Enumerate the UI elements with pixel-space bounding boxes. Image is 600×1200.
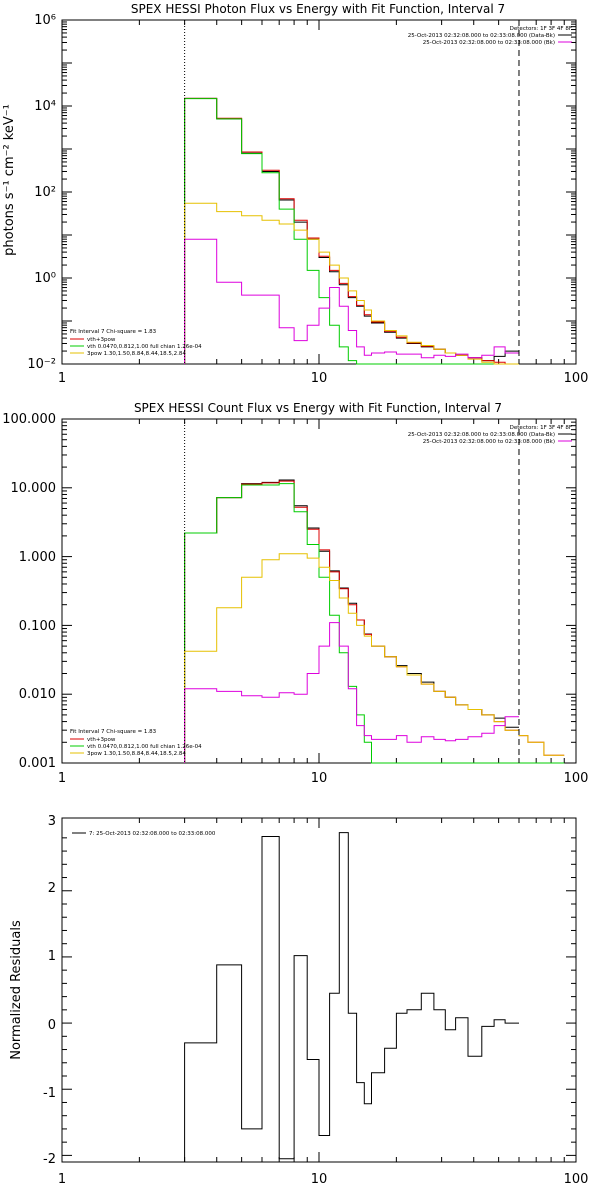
count-flux-legend-databk: 25-Oct-2013 02:32:08.000 to 02:33:08.000… [408, 432, 555, 438]
photon-flux-xtick-1: 1 [58, 371, 66, 386]
photon-flux-data-series [184, 97, 519, 364]
residuals-ylabel: Normalized Residuals [9, 920, 24, 1060]
count-flux-ytick-100.000: 100.000 [2, 412, 56, 427]
residuals-xtick-10: 10 [311, 1172, 328, 1187]
photon-flux-ytick-1e6: 10⁶ [34, 13, 56, 28]
residuals-xtick-100: 100 [564, 1172, 589, 1187]
residuals-xtick-1: 1 [58, 1172, 66, 1187]
photon-flux-ytick-1e2: 10² [34, 185, 56, 200]
photon-flux-legend-detectors: Detectors: 1F 3F 4F 8F [510, 26, 572, 32]
residuals-series [184, 832, 519, 1162]
count-flux-xtick-10: 10 [311, 771, 328, 786]
photon-flux-legend-total: vth+3pow [87, 337, 116, 343]
residuals-legend-label: 7: 25-Oct-2013 02:32:08.000 to 02:33:08.… [89, 831, 216, 837]
count-flux-xtick-1: 1 [58, 771, 66, 786]
photon-flux-thermal-series [184, 98, 519, 365]
residuals-panel: Normalized Residuals 1 10 100 -2 -1 0 1 … [9, 814, 588, 1187]
photon-flux-ytick-1e-2: 10⁻² [27, 357, 56, 372]
photon-flux-ytick-1e4: 10⁴ [34, 99, 56, 114]
count-flux-axis-ticks [61, 418, 576, 764]
photon-flux-background-series [184, 238, 519, 364]
residuals-ytick-0: 0 [48, 1018, 56, 1033]
photon-flux-legend-databk: 25-Oct-2013 02:32:08.000 to 02:33:08.000… [408, 33, 555, 39]
count-flux-legend-3pow: 3pow 1.30,1.50,8.84,8.44,18.5,2.84 [87, 751, 186, 757]
photon-flux-xtick-10: 10 [311, 371, 328, 386]
count-flux-total-model-series [184, 480, 565, 763]
photon-flux-panel: SPEX HESSI Photon Flux vs Energy with Fi… [2, 2, 588, 386]
count-flux-ytick-10.000: 10.000 [11, 481, 57, 496]
count-flux-ytick-0.010: 0.010 [19, 687, 56, 702]
count-flux-data-series [184, 479, 519, 763]
count-flux-panel: SPEX HESSI Count Flux vs Energy with Fit… [2, 401, 588, 786]
photon-flux-fit-info: Fit Interval 7 Chi-square = 1.83 [70, 329, 157, 335]
photon-flux-series [184, 97, 519, 365]
residuals-ytick-3: 3 [48, 814, 56, 829]
photon-flux-title: SPEX HESSI Photon Flux vs Energy with Fi… [131, 2, 505, 16]
count-flux-background-series [184, 622, 519, 763]
photon-flux-xtick-100: 100 [564, 371, 589, 386]
count-flux-legend-bk: 25-Oct-2013 02:32:08.000 to 02:33:08.000… [423, 439, 555, 445]
photon-flux-legend-vth: vth 0.0470,0.812,1.00 full chian 1.26e-0… [87, 344, 202, 350]
count-flux-ytick-1.000: 1.000 [19, 550, 56, 565]
residuals-residuals-series [184, 832, 519, 1162]
count-flux-series [184, 479, 565, 764]
count-flux-legend-vth: vth 0.0470,0.812,1.00 full chian 1.26e-0… [87, 744, 202, 750]
count-flux-ytick-0.100: 0.100 [19, 619, 56, 634]
count-flux-title: SPEX HESSI Count Flux vs Energy with Fit… [134, 401, 502, 415]
photon-flux-powerlaw-series [184, 202, 519, 365]
count-flux-legend-detectors: Detectors: 1F 3F 4F 8F [510, 425, 572, 431]
count-flux-thermal-series [184, 483, 565, 764]
residuals-ytick-1: 1 [48, 949, 56, 964]
photon-flux-ylabel: photons s⁻¹ cm⁻² keV⁻¹ [2, 104, 17, 256]
photon-flux-legend-3pow: 3pow 1.30,1.50,8.84,8.44,18.5,2.84 [87, 351, 186, 357]
photon-flux-legend-bk: 25-Oct-2013 02:32:08.000 to 02:33:08.000… [423, 40, 555, 46]
count-flux-xtick-100: 100 [564, 771, 589, 786]
residuals-ytick-m2: -2 [43, 1152, 56, 1167]
count-flux-powerlaw-series [184, 553, 565, 763]
photon-flux-total-model-series [184, 97, 519, 365]
residuals-ytick-2: 2 [48, 881, 56, 896]
count-flux-fit-info: Fit Interval 7 Chi-square = 1.83 [70, 729, 157, 735]
count-flux-legend-total: vth+3pow [87, 737, 116, 743]
photon-flux-ytick-1e0: 10⁰ [34, 271, 56, 286]
count-flux-ytick-0.001: 0.001 [19, 756, 56, 771]
photon-flux-axis-ticks [61, 19, 576, 365]
residuals-ytick-m1: -1 [43, 1086, 56, 1101]
count-flux-plot-frame [61, 418, 577, 764]
